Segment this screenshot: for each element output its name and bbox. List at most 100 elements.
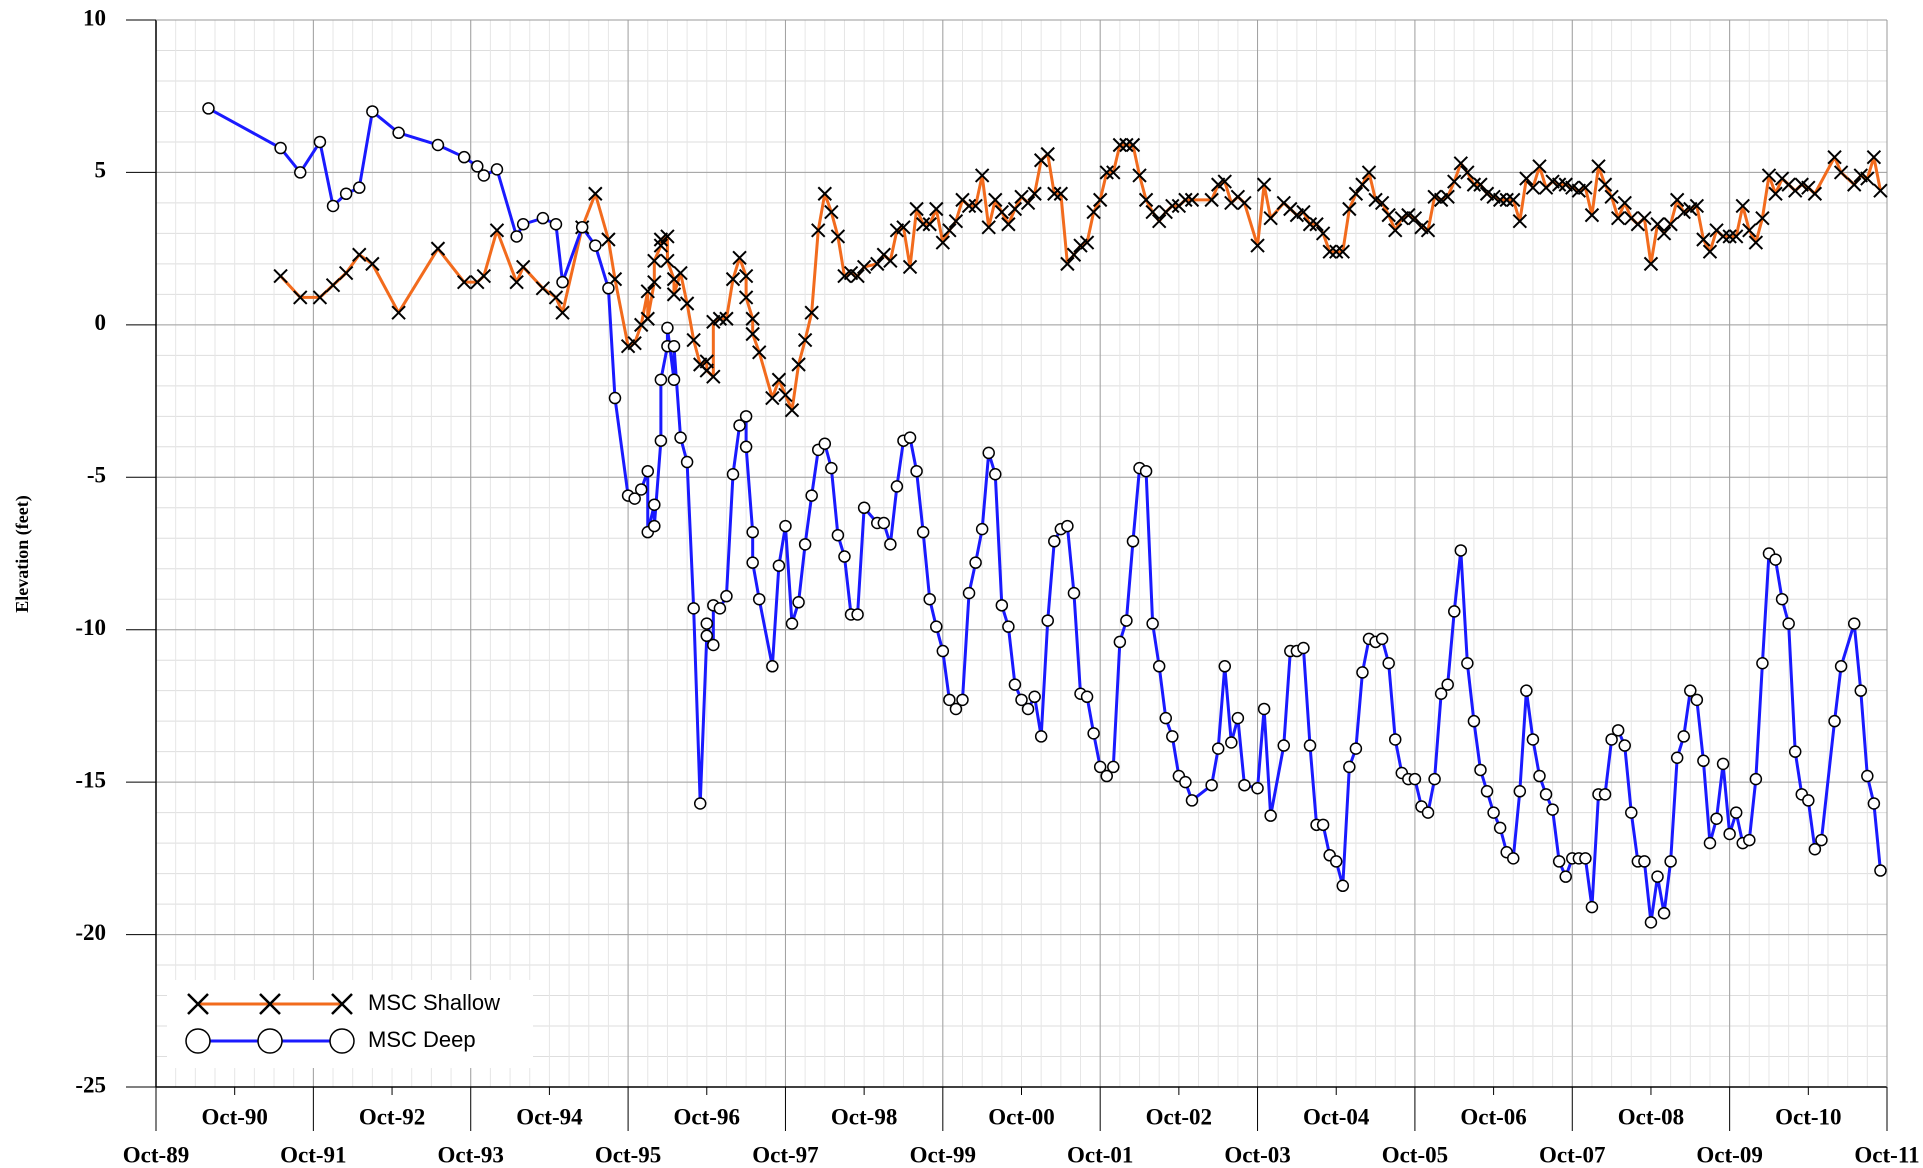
marker-circle <box>1166 730 1179 743</box>
marker-x <box>601 232 616 247</box>
marker-x <box>588 186 603 201</box>
marker-circle <box>1533 769 1546 783</box>
marker-x <box>752 345 767 360</box>
marker-circle <box>1015 693 1028 707</box>
marker-x <box>994 204 1010 220</box>
marker-circle <box>1723 827 1736 841</box>
marker-x <box>1329 244 1344 259</box>
marker-x <box>653 238 669 253</box>
marker-x <box>1873 183 1888 198</box>
marker-x <box>666 287 682 302</box>
marker-circle <box>257 1028 283 1054</box>
marker-circle <box>1375 632 1389 646</box>
marker-circle <box>700 617 714 630</box>
marker-x <box>1250 238 1265 253</box>
marker-circle <box>1618 739 1631 752</box>
marker-circle <box>589 239 602 252</box>
marker-circle <box>785 617 799 630</box>
marker-circle <box>1585 900 1599 914</box>
marker-circle <box>1428 772 1441 786</box>
marker-x <box>1584 207 1600 223</box>
y-tick-label: -20 <box>75 920 106 945</box>
marker-x <box>640 284 655 299</box>
marker-x <box>1860 171 1875 186</box>
marker-circle <box>1448 605 1461 618</box>
x-tick-label: Oct-96 <box>674 1104 740 1129</box>
marker-circle <box>1598 788 1612 801</box>
marker-circle <box>1257 702 1271 716</box>
marker-circle <box>1815 833 1828 847</box>
marker-circle <box>962 586 976 600</box>
marker-x <box>791 357 806 372</box>
marker-x <box>784 403 800 418</box>
marker-circle <box>1231 711 1245 725</box>
marker-x <box>1086 204 1101 220</box>
marker-x <box>1506 192 1521 208</box>
marker-x <box>1768 186 1783 201</box>
marker-x <box>1460 165 1475 180</box>
y-tick-label: 10 <box>83 5 106 30</box>
marker-circle <box>930 620 943 633</box>
marker-x <box>1728 229 1744 244</box>
marker-x <box>1532 159 1547 174</box>
y-tick-label: 5 <box>95 158 107 183</box>
marker-x <box>725 271 741 287</box>
marker-circle <box>890 480 904 493</box>
marker-circle <box>1546 803 1559 816</box>
marker-circle <box>726 467 740 481</box>
marker-circle <box>1507 852 1520 865</box>
marker-x <box>1578 180 1593 195</box>
marker-x <box>1388 223 1403 238</box>
marker-x <box>771 372 787 387</box>
marker-x <box>1663 217 1678 232</box>
marker-x <box>1722 229 1737 244</box>
marker-circle <box>516 218 530 231</box>
marker-circle <box>1152 660 1166 673</box>
marker-x <box>1689 198 1705 214</box>
marker-circle <box>989 467 1002 481</box>
marker-circle <box>1802 794 1815 807</box>
marker-x <box>1643 256 1659 272</box>
marker-x <box>1296 204 1311 220</box>
marker-circle <box>1067 586 1081 600</box>
marker-circle <box>982 446 995 460</box>
marker-circle <box>392 126 405 140</box>
marker-x <box>765 390 780 406</box>
marker-x <box>1355 177 1370 192</box>
marker-circle <box>1343 760 1356 774</box>
marker-x <box>902 259 918 275</box>
marker-circle <box>1388 733 1402 746</box>
marker-x <box>1473 177 1488 192</box>
marker-x <box>535 281 551 296</box>
marker-circle <box>1834 660 1848 673</box>
marker-circle <box>674 431 687 444</box>
marker-x <box>1374 195 1390 211</box>
marker-x <box>719 311 734 326</box>
marker-circle <box>1467 714 1481 728</box>
marker-circle <box>752 592 766 606</box>
x-tick-label: Oct-00 <box>988 1104 1054 1129</box>
legend-label: MSC Deep <box>368 1027 476 1052</box>
marker-circle <box>884 538 897 551</box>
x-tick-label: Oct-02 <box>1146 1104 1212 1129</box>
marker-x <box>1047 186 1062 201</box>
marker-x <box>745 326 760 342</box>
marker-x <box>1742 223 1757 238</box>
marker-circle <box>1185 794 1199 807</box>
marker-x <box>1466 177 1482 192</box>
marker-x <box>647 253 662 269</box>
marker-x <box>1492 192 1508 208</box>
x-tick-label: Oct-99 <box>910 1142 976 1167</box>
marker-circle <box>1552 855 1566 868</box>
marker-x <box>1092 192 1108 208</box>
marker-x <box>1165 198 1180 214</box>
marker-x <box>1302 217 1318 232</box>
marker-circle <box>477 169 491 182</box>
marker-x <box>509 274 524 290</box>
marker-circle <box>313 135 327 149</box>
marker-circle <box>1651 870 1664 883</box>
marker-x <box>548 290 564 305</box>
marker-circle <box>556 275 569 289</box>
